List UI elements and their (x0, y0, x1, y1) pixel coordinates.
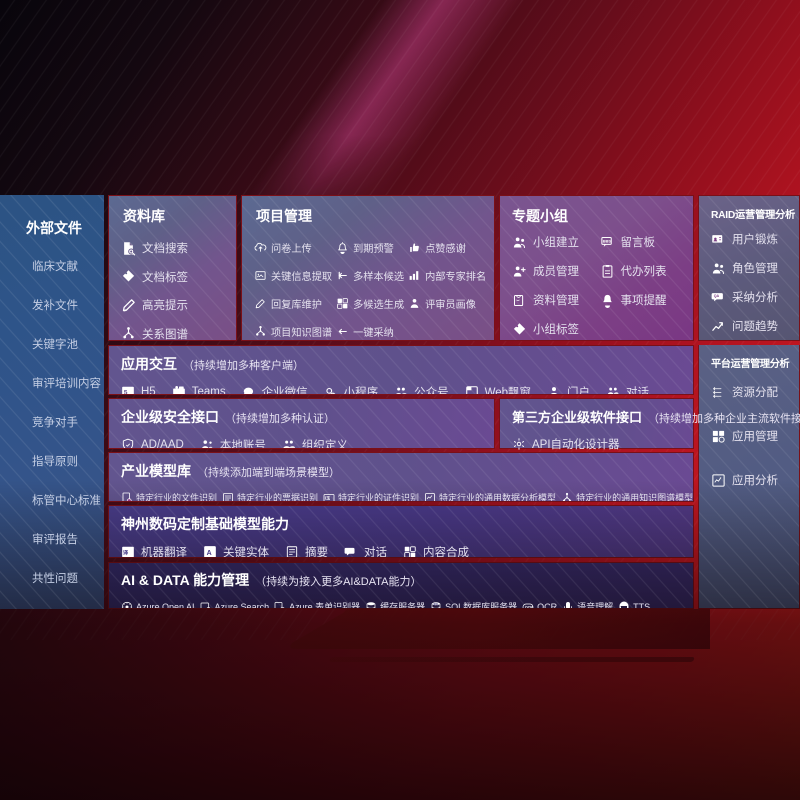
svg-text:QA: QA (714, 294, 720, 298)
svg-text:5: 5 (124, 389, 128, 395)
svg-text:A: A (207, 550, 212, 557)
svg-text:OCR: OCR (525, 605, 533, 609)
svg-text:SQL: SQL (434, 603, 440, 606)
svg-text:BBS: BBS (602, 238, 611, 243)
svg-text:e: e (281, 608, 283, 609)
svg-text:Ⅰ玉: Ⅰ玉 (325, 494, 330, 500)
